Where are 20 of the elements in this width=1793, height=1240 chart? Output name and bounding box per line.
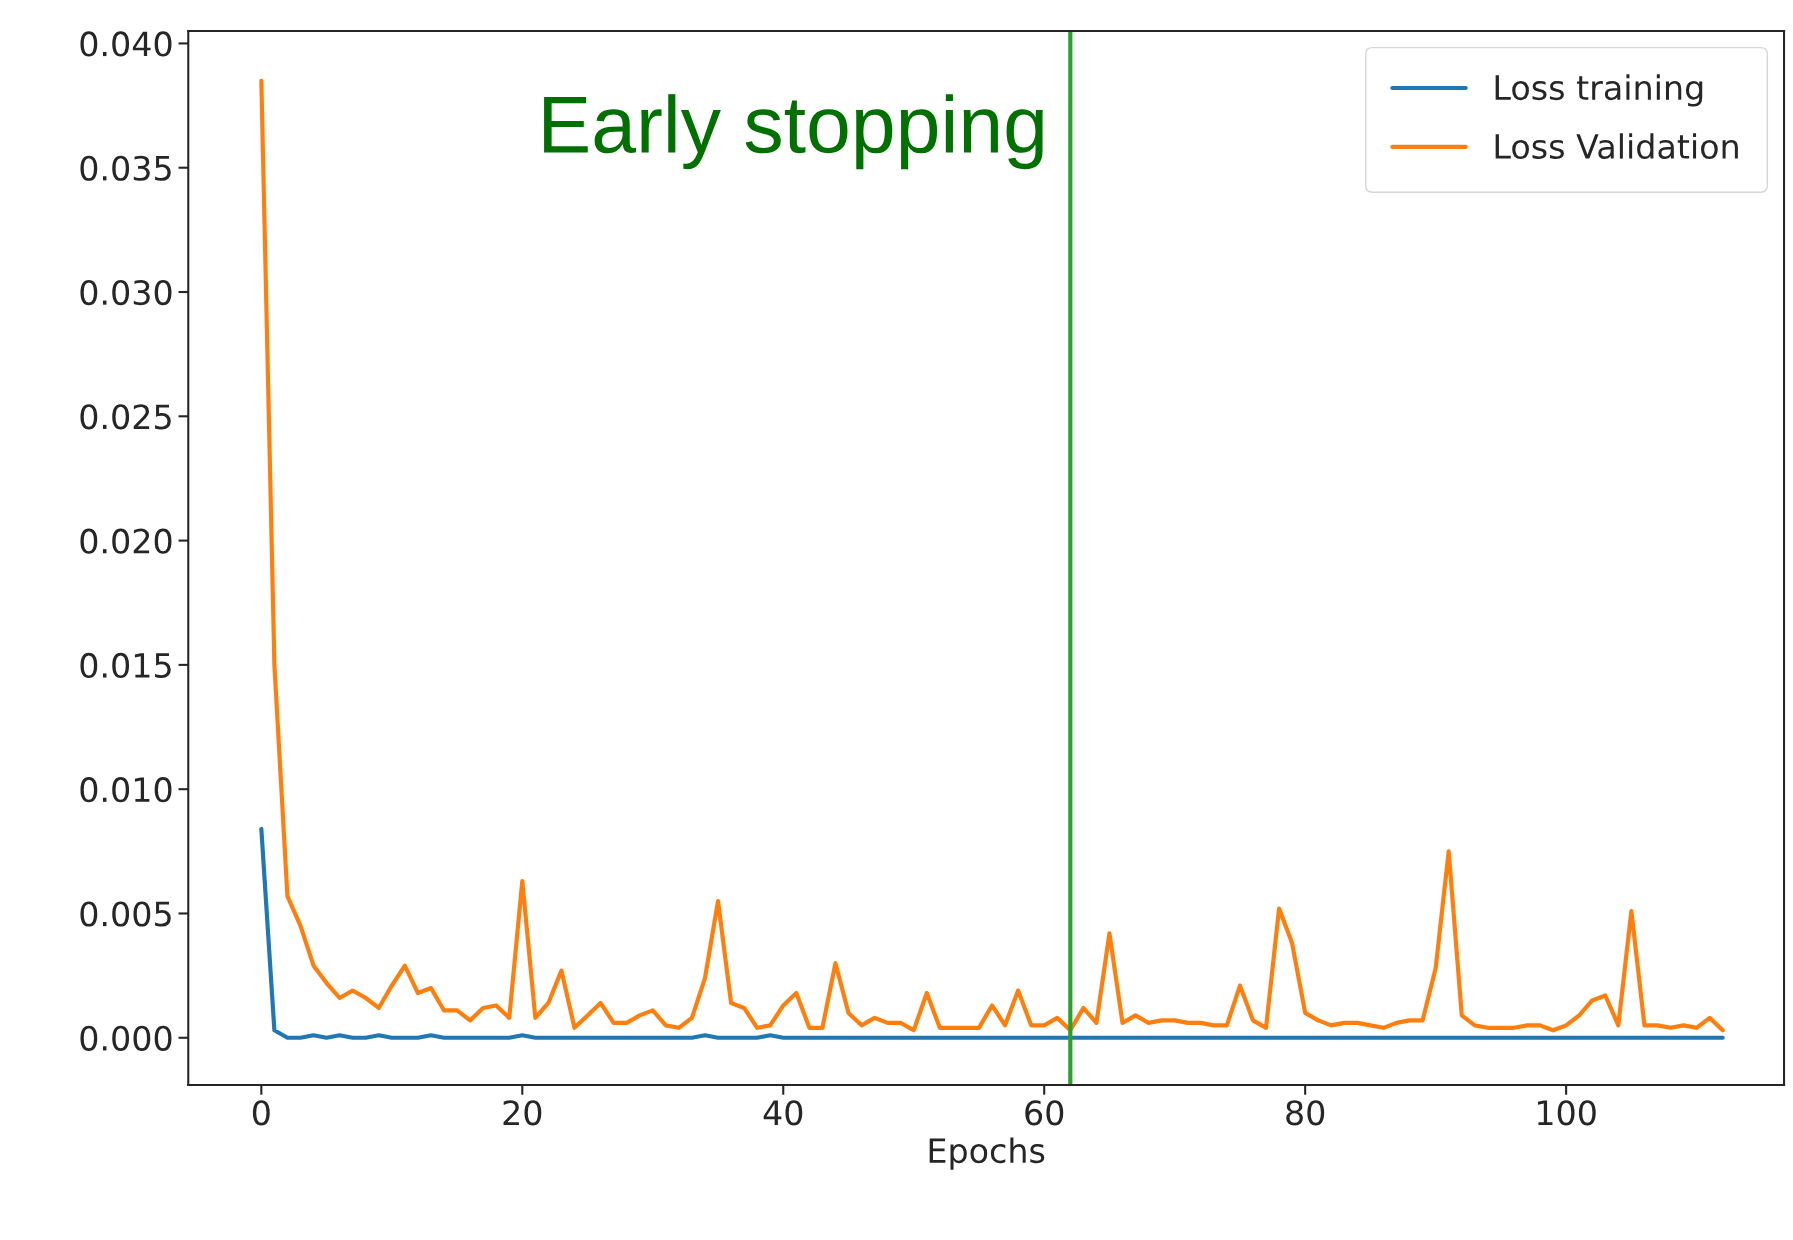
y-tick-label: 0.000 xyxy=(80,1025,172,1051)
x-tick-label: 60 xyxy=(1025,1100,1064,1126)
ref-line-label: Early stopping xyxy=(544,94,1043,170)
x-tick-label: 0 xyxy=(252,1100,270,1126)
y-tick-label: 0.025 xyxy=(80,404,171,430)
x-tick-label: 20 xyxy=(503,1100,542,1126)
legend-label: Loss training xyxy=(1495,74,1703,107)
y-tick-label: 0.010 xyxy=(80,777,172,803)
x-axis-title: Epochs xyxy=(929,1137,1045,1170)
y-tick-label: 0.035 xyxy=(80,155,171,181)
y-tick-label: 0.020 xyxy=(80,528,172,554)
x-tick-label: 40 xyxy=(763,1100,803,1126)
legend-label: Loss Validation xyxy=(1495,133,1738,160)
y-tick-label: 0.005 xyxy=(80,901,171,927)
x-tick-label: 80 xyxy=(1286,1100,1325,1126)
y-tick-label: 0.015 xyxy=(80,652,171,679)
x-tick-label: 100 xyxy=(1537,1100,1596,1126)
line-series xyxy=(259,826,1725,1040)
y-tick-label: 0.030 xyxy=(80,279,172,306)
y-tick-label: 0.040 xyxy=(80,31,172,57)
